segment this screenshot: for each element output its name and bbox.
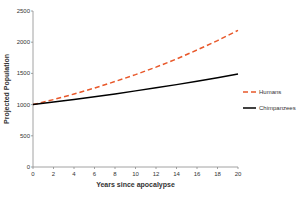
y-axis-label: Projected Population — [3, 54, 11, 124]
x-tick — [115, 167, 116, 169]
y-tick — [31, 11, 33, 12]
y-tick-label: 2500 — [17, 8, 31, 14]
x-tick — [217, 167, 218, 169]
x-tick-label: 18 — [214, 171, 221, 177]
legend-swatch — [243, 91, 256, 93]
x-tick — [53, 167, 54, 169]
x-tick — [197, 167, 198, 169]
y-tick — [31, 135, 33, 136]
x-tick — [33, 167, 34, 169]
x-tick — [156, 167, 157, 169]
x-tick-label: 0 — [31, 171, 35, 177]
x-axis-label: Years since apocalypse — [96, 181, 175, 189]
x-tick-label: 10 — [132, 171, 139, 177]
legend-label: Chimpanzees — [259, 105, 296, 111]
x-tick — [135, 167, 136, 169]
x-tick-label: 8 — [113, 171, 117, 177]
x-tick — [238, 167, 239, 169]
legend-swatch — [243, 107, 256, 109]
series-line — [33, 30, 238, 104]
x-tick-label: 16 — [194, 171, 201, 177]
y-tick-label: 0 — [27, 164, 31, 170]
x-tick-label: 2 — [52, 171, 56, 177]
y-tick — [31, 73, 33, 74]
y-tick-label: 500 — [20, 133, 31, 139]
x-tick-label: 20 — [235, 171, 242, 177]
x-tick — [94, 167, 95, 169]
x-tick — [74, 167, 75, 169]
x-tick — [176, 167, 177, 169]
y-tick — [31, 104, 33, 105]
y-tick-label: 2000 — [17, 39, 31, 45]
legend-label: Humans — [259, 89, 281, 95]
legend: Humans Chimpanzees — [243, 89, 296, 111]
x-tick-label: 6 — [93, 171, 97, 177]
x-tick-label: 12 — [153, 171, 160, 177]
chart: 0 500 1000 1500 2000 2500 0 2 4 6 8 10 12 14 16 18 20 Yea… — [0, 0, 300, 204]
series-line — [33, 74, 238, 105]
x-tick-label: 14 — [173, 171, 180, 177]
x-tick-label: 4 — [72, 171, 76, 177]
y-tick-label: 1500 — [17, 70, 31, 76]
y-tick — [31, 42, 33, 43]
y-axis — [33, 11, 34, 167]
y-tick-label: 1000 — [17, 102, 31, 108]
